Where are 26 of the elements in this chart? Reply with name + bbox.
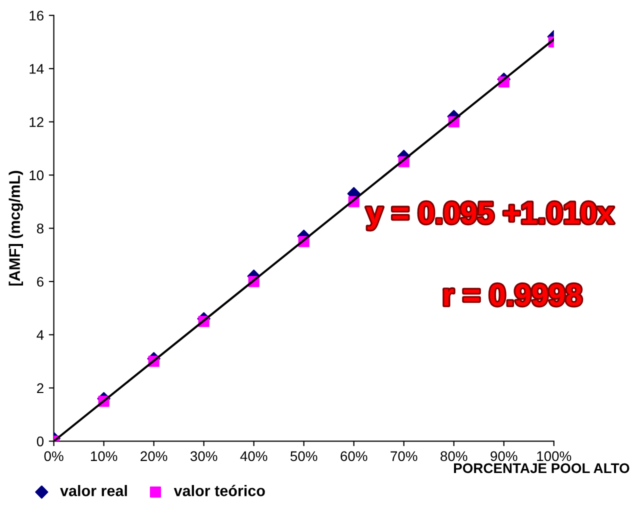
y-tick-label: 10 [30, 170, 44, 180]
legend-label: valor real [60, 485, 127, 496]
x-axis-title: PORCENTAJE POOL ALTO [454, 463, 630, 474]
y-tick-label: 2 [37, 383, 44, 393]
x-tick-label: 60% [340, 451, 368, 462]
x-tick-label: 50% [290, 451, 318, 462]
x-tick-label: 100% [537, 451, 572, 462]
annotation: r = 0.9998 [444, 284, 582, 306]
legend-label: valor teórico [174, 484, 265, 496]
x-tick-label: 0% [44, 451, 64, 462]
x-tick-label: 20% [140, 451, 168, 462]
y-axis-title: [AMF] (mcg/mL) [8, 170, 24, 286]
annotation: y = 0.095 +1.010x [366, 202, 614, 230]
y-tick-label: 4 [36, 330, 44, 340]
x-tick-label: 10% [90, 451, 118, 462]
x-tick-label: 70% [390, 451, 418, 462]
x-tick-label: 30% [190, 451, 218, 462]
x-tick-label: 40% [240, 451, 268, 462]
x-tick-label: 80% [440, 451, 468, 462]
y-tick-label: 6 [37, 276, 44, 287]
y-tick-label: 14 [30, 64, 44, 74]
y-tick-label: 0 [36, 436, 44, 446]
y-tick-label: 8 [36, 224, 44, 234]
y-tick-label: 12 [30, 117, 44, 127]
y-tick-label: 16 [30, 10, 44, 21]
x-tick-label: 90% [490, 451, 518, 462]
